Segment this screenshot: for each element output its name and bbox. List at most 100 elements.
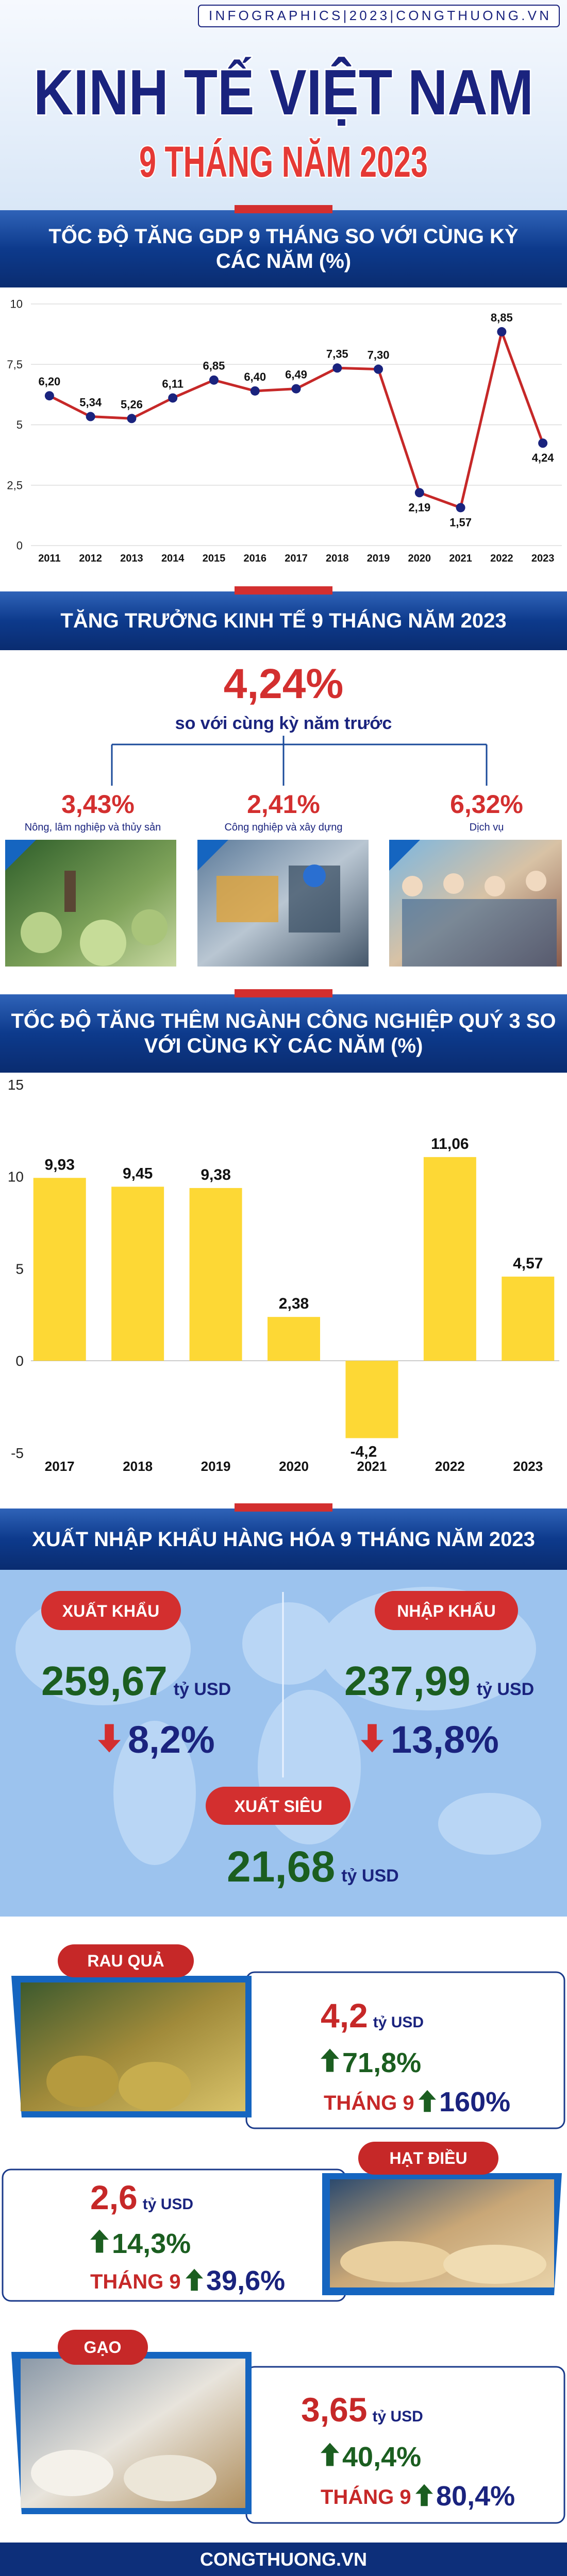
photo-detail bbox=[303, 865, 326, 887]
export-value: 259,67 bbox=[41, 1658, 168, 1704]
value-label: 6,40 bbox=[244, 370, 266, 383]
banner bbox=[0, 591, 567, 650]
data-point bbox=[127, 414, 137, 423]
section-title: TĂNG TRƯỞNG KINH TẾ 9 THÁNG NĂM 2023 bbox=[60, 609, 507, 632]
y-tick-label: 7,5 bbox=[7, 358, 23, 371]
data-point bbox=[168, 393, 178, 403]
photo-detail bbox=[31, 2450, 113, 2496]
photo-detail bbox=[526, 871, 546, 891]
data-point bbox=[538, 438, 548, 448]
bar bbox=[268, 1317, 320, 1361]
photo-detail bbox=[80, 920, 126, 966]
banner-title-box: TỐC ĐỘ TĂNG GDP 9 THÁNG SO VỚI CÙNG KỲ C… bbox=[0, 210, 567, 287]
product-unit: tỷ USD bbox=[143, 2196, 193, 2213]
photo-industry bbox=[197, 840, 369, 967]
x-tick-label: 2021 bbox=[449, 553, 472, 564]
x-tick-label: 2023 bbox=[531, 553, 555, 564]
value-label: 5,26 bbox=[121, 398, 143, 411]
header-background bbox=[0, 0, 567, 210]
import-change: 13,8% bbox=[391, 1718, 499, 1761]
export-change: 8,2% bbox=[128, 1718, 215, 1761]
x-tick-label: 2016 bbox=[243, 553, 266, 564]
value-label: 6,11 bbox=[162, 377, 184, 390]
x-tick-label: 2011 bbox=[38, 553, 60, 564]
product-change: 40,4% bbox=[342, 2442, 421, 2472]
photo-services bbox=[389, 840, 562, 967]
photo-accent bbox=[197, 840, 228, 871]
tagline-box bbox=[198, 5, 560, 27]
surplus-value-line: 21,68 tỷ USD bbox=[227, 1842, 399, 1891]
bar bbox=[345, 1361, 398, 1438]
bar bbox=[111, 1187, 164, 1361]
main-subtitle: 9 THÁNG NĂM 2023 bbox=[139, 138, 428, 186]
footer-text: CONGTHUONG.VN bbox=[200, 2549, 367, 2570]
chart-title: TỐC ĐỘ TĂNG GDP 9 THÁNG SO VỚI CÙNG KỲ C… bbox=[48, 225, 519, 273]
y-tick-label: 0 bbox=[15, 1353, 24, 1369]
x-tick-label: 2023 bbox=[513, 1459, 543, 1474]
footer-background bbox=[0, 2543, 567, 2576]
product-name: GẠO bbox=[84, 2338, 122, 2357]
x-tick-label: 2020 bbox=[408, 553, 431, 564]
label-pill bbox=[41, 1591, 181, 1630]
product-unit: tỷ USD bbox=[372, 2408, 423, 2425]
main-title: KINH TẾ VIỆT NAM bbox=[34, 57, 533, 128]
banner-tab bbox=[235, 205, 332, 213]
product-value: 3,65 bbox=[301, 2391, 367, 2429]
banner-title-box: XUẤT NHẬP KHẨU HÀNG HÓA 9 THÁNG NĂM 2023 bbox=[0, 1509, 567, 1570]
photo-detail bbox=[402, 876, 423, 896]
chart-background bbox=[0, 287, 567, 591]
product-name: HẠT ĐIỀU bbox=[389, 2149, 467, 2167]
value-label: 6,85 bbox=[203, 360, 225, 372]
x-tick-label: 2022 bbox=[435, 1459, 465, 1474]
export-value-line: 259,67 tỷ USD bbox=[41, 1658, 231, 1704]
data-point bbox=[497, 327, 507, 336]
y-tick-label: -5 bbox=[11, 1445, 24, 1461]
continent bbox=[438, 1793, 541, 1855]
y-tick-label: 10 bbox=[8, 1169, 24, 1185]
photo-accent bbox=[389, 840, 420, 871]
value-label: 5,34 bbox=[79, 396, 102, 409]
data-point bbox=[250, 386, 260, 396]
product-change: 71,8% bbox=[342, 2047, 421, 2078]
x-tick-label: 2020 bbox=[279, 1459, 309, 1474]
month-change: 160% bbox=[439, 2087, 510, 2117]
photo-detail bbox=[64, 871, 76, 912]
label-pill bbox=[58, 1944, 194, 1977]
y-tick-label: 2,5 bbox=[7, 479, 23, 492]
month-label: THÁNG 9 bbox=[324, 2091, 414, 2114]
banner-title-box: TĂNG TRƯỞNG KINH TẾ 9 THÁNG NĂM 2023 bbox=[0, 591, 567, 650]
bar bbox=[33, 1178, 86, 1361]
photo-detail bbox=[124, 2455, 216, 2501]
value-label: 2,38 bbox=[279, 1295, 309, 1312]
data-point bbox=[374, 364, 383, 374]
value-label: -4,2 bbox=[351, 1443, 377, 1460]
photo-detail bbox=[443, 2245, 546, 2284]
import-label: NHẬP KHẨU bbox=[397, 1602, 495, 1620]
banner-tab bbox=[235, 586, 332, 595]
value-label: 7,35 bbox=[326, 347, 348, 360]
y-tick-label: 0 bbox=[16, 539, 23, 552]
product-unit: tỷ USD bbox=[373, 2014, 424, 2031]
bar bbox=[189, 1188, 242, 1361]
export-label: XUẤT KHẨU bbox=[62, 1602, 159, 1620]
y-tick-label: 15 bbox=[8, 1077, 24, 1093]
value-label: 4,24 bbox=[532, 451, 555, 464]
value-label: 2,19 bbox=[408, 501, 430, 514]
data-point bbox=[44, 391, 54, 401]
value-label: 6,20 bbox=[38, 375, 60, 388]
label-pill bbox=[58, 2330, 148, 2365]
photo-detail bbox=[402, 899, 557, 967]
data-point bbox=[332, 363, 342, 373]
photo-detail bbox=[131, 909, 168, 945]
continent bbox=[242, 1602, 335, 1685]
label-pill bbox=[358, 2142, 498, 2175]
chart-title: TỐC ĐỘ TĂNG THÊM NGÀNH CÔNG NGHIỆP QUÝ 3… bbox=[11, 1010, 556, 1057]
label-pill bbox=[206, 1787, 351, 1825]
import-value-line: 237,99 tỷ USD bbox=[344, 1658, 534, 1704]
label-pill bbox=[375, 1591, 518, 1630]
product-value: 2,6 bbox=[90, 2178, 138, 2216]
export-unit: tỷ USD bbox=[174, 1680, 231, 1699]
x-tick-label: 2012 bbox=[79, 553, 102, 564]
photo-detail bbox=[46, 2056, 119, 2107]
